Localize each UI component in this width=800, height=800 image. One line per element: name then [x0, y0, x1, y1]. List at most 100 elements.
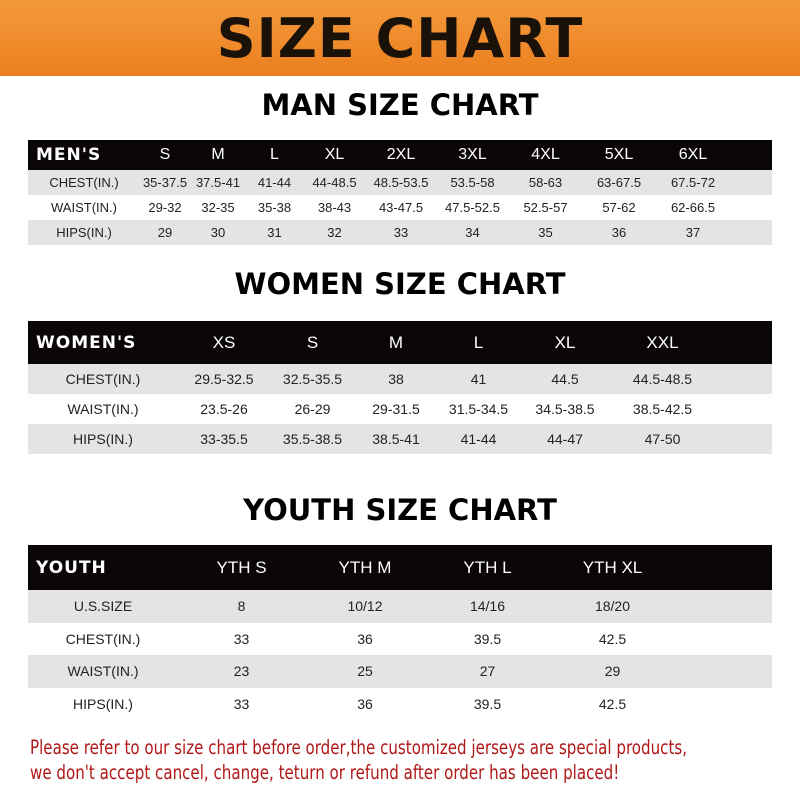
banner-title: SIZE CHART — [216, 6, 584, 70]
table-row: HIPS(IN.) 33-35.5 35.5-38.5 38.5-41 41-44 44-… — [28, 424, 772, 454]
youth-size-table: YOUTH YTH S YTH M YTH L YTH XL U.S.SIZE 8 10/12… — [28, 545, 772, 720]
size-header-cell: 5XL — [604, 146, 634, 163]
size-header-cell: 4XL — [531, 146, 560, 163]
table-cell: 34 — [465, 225, 480, 240]
table-row: CHEST(IN.) 29.5-32.5 32.5-35.5 38 41 44.5 44.5… — [28, 364, 772, 394]
size-header-cell: 6XL — [678, 146, 708, 163]
table-cell: 38.5-42.5 — [632, 401, 693, 417]
row-label: CHEST(IN.) — [65, 371, 141, 387]
table-cell: 38-43 — [317, 200, 352, 215]
size-header-cell: YTH M — [338, 557, 392, 577]
table-cell: 29 — [604, 663, 621, 680]
size-header-cell: YTH XL — [582, 557, 643, 577]
row-label: CHEST(IN.) — [49, 175, 119, 190]
size-header-cell: YTH S — [216, 557, 267, 577]
table-cell: 48.5-53.5 — [373, 175, 429, 190]
table-cell: 30 — [210, 225, 226, 240]
table-title-cell: WOMEN'S — [36, 332, 137, 353]
table-cell: 33 — [393, 225, 409, 240]
row-label: HIPS(IN.) — [73, 695, 133, 712]
table-header-row: YOUTH YTH S YTH M YTH L YTH XL — [28, 545, 772, 590]
table-row: CHEST(IN.) 35-37.5 37.5-41 41-44 44-48.5 48.5… — [28, 170, 772, 195]
table-cell: 23.5-26 — [200, 401, 248, 417]
table-cell: 8 — [237, 598, 246, 615]
table-cell: 25 — [357, 663, 373, 680]
size-header-cell: S — [159, 146, 171, 163]
table-cell: 26-29 — [294, 401, 331, 417]
table-cell: 62-66.5 — [670, 200, 716, 215]
youth-chart-title: YOUTH SIZE CHART — [243, 493, 557, 527]
table-cell: 31.5-34.5 — [448, 401, 509, 417]
table-cell: 35.5-38.5 — [282, 431, 343, 447]
table-cell: 41-44 — [257, 175, 292, 190]
table-row: WAIST(IN.) 23 25 27 29 — [28, 655, 772, 688]
men-chart-title: MAN SIZE CHART — [261, 88, 539, 122]
row-label: U.S.SIZE — [73, 598, 133, 615]
table-row: WAIST(IN.) 29-32 32-35 35-38 38-43 43-47.5 47.… — [28, 195, 772, 220]
table-row: HIPS(IN.) 29 30 31 32 33 34 35 36 37 — [28, 220, 772, 245]
size-header-cell: M — [211, 146, 225, 163]
notice-line-1: Please refer to our size chart before or… — [30, 736, 688, 759]
size-header-cell: XXL — [646, 332, 679, 352]
table-cell: 53.5-58 — [450, 175, 495, 190]
table-row: WAIST(IN.) 23.5-26 26-29 29-31.5 31.5-34.5 34… — [28, 394, 772, 424]
table-cell: 29 — [157, 225, 173, 240]
size-header-cell: XL — [324, 146, 345, 163]
size-header-cell: XL — [554, 332, 576, 352]
table-cell: 42.5 — [598, 630, 627, 647]
table-cell: 35-38 — [257, 200, 292, 215]
table-cell: 57-62 — [602, 200, 636, 215]
table-cell: 37 — [685, 225, 701, 240]
table-cell: 31 — [267, 225, 282, 240]
table-cell: 41 — [470, 371, 487, 387]
size-header-cell: M — [388, 332, 404, 352]
row-label: WAIST(IN.) — [67, 401, 139, 417]
women-size-table: WOMEN'S XS S M L XL XXL CHEST(IN.) 29.5-32.5 32.5… — [28, 321, 772, 454]
table-cell: 29.5-32.5 — [194, 371, 254, 387]
table-cell: 18/20 — [594, 598, 631, 615]
table-cell: 39.5 — [473, 630, 502, 647]
table-title-cell: MEN'S — [36, 145, 102, 165]
size-header-cell: S — [306, 332, 319, 352]
table-cell: 33 — [233, 695, 250, 712]
table-cell: 34.5-38.5 — [535, 401, 595, 417]
table-cell: 42.5 — [598, 695, 627, 712]
table-cell: 47.5-52.5 — [445, 200, 500, 215]
table-row: HIPS(IN.) 33 36 39.5 42.5 — [28, 687, 772, 720]
size-chart-banner: SIZE CHART — [0, 0, 800, 76]
table-title-cell: YOUTH — [36, 557, 107, 578]
table-cell: 67.5-72 — [670, 175, 716, 190]
row-label: HIPS(IN.) — [56, 225, 112, 240]
table-cell: 32-35 — [201, 200, 235, 215]
table-cell: 41-44 — [460, 431, 497, 447]
table-cell: 36 — [611, 225, 627, 240]
table-cell: 39.5 — [473, 695, 502, 712]
table-header-row: MEN'S S M L XL 2XL 3XL 4XL 5XL 6XL — [28, 140, 772, 170]
table-cell: 36 — [357, 695, 373, 712]
table-cell: 38.5-41 — [372, 431, 420, 447]
table-header-row: WOMEN'S XS S M L XL XXL — [28, 321, 772, 364]
table-row: CHEST(IN.) 33 36 39.5 42.5 — [28, 622, 772, 655]
table-cell: 10/12 — [347, 598, 383, 615]
table-cell: 32.5-35.5 — [282, 371, 343, 387]
table-cell: 23 — [233, 663, 250, 680]
table-cell: 27 — [479, 663, 496, 680]
table-cell: 37.5-41 — [195, 175, 241, 190]
table-cell: 33-35.5 — [200, 431, 248, 447]
table-cell: 44.5-48.5 — [632, 371, 693, 387]
size-header-cell: L — [270, 146, 279, 163]
size-header-cell: 2XL — [386, 146, 416, 163]
women-chart-title: WOMEN SIZE CHART — [234, 267, 566, 301]
notice-line-2: we don't accept cancel, change, teturn o… — [30, 761, 620, 784]
table-cell: 43-47.5 — [378, 200, 424, 215]
table-cell: 58-63 — [528, 175, 563, 190]
table-cell: 32 — [327, 225, 342, 240]
table-cell: 44.5 — [551, 371, 579, 387]
size-header-cell: YTH L — [463, 557, 512, 577]
table-cell: 52.5-57 — [523, 200, 568, 215]
size-header-cell: L — [473, 332, 484, 352]
table-cell: 44-47 — [547, 431, 583, 447]
table-cell: 35-37.5 — [142, 175, 188, 190]
size-header-cell: 3XL — [458, 146, 487, 163]
row-label: WAIST(IN.) — [67, 663, 139, 680]
